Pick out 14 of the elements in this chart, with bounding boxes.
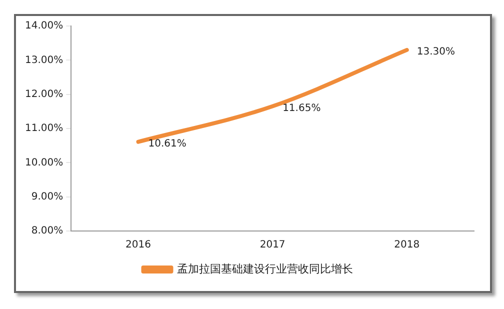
data-label: 10.61% <box>148 138 186 150</box>
y-tick-label: 13.00% <box>24 54 64 66</box>
y-tick-label: 14.00% <box>24 20 64 32</box>
data-label: 11.65% <box>282 102 321 114</box>
x-tick-label: 2017 <box>260 240 286 251</box>
legend-label: 孟加拉国基础建设行业营收同比增长 <box>176 262 353 276</box>
x-tick-label: 2016 <box>126 240 151 251</box>
x-tick-label: 2018 <box>394 240 420 251</box>
y-tick-label: 10.00% <box>24 157 64 168</box>
data-label: 13.30% <box>416 46 455 58</box>
y-tick-label: 9.00% <box>31 191 64 202</box>
y-tick-label: 11.00% <box>24 123 64 134</box>
y-tick-label: 8.00% <box>31 226 64 237</box>
y-tick-label: 12.00% <box>24 88 64 100</box>
